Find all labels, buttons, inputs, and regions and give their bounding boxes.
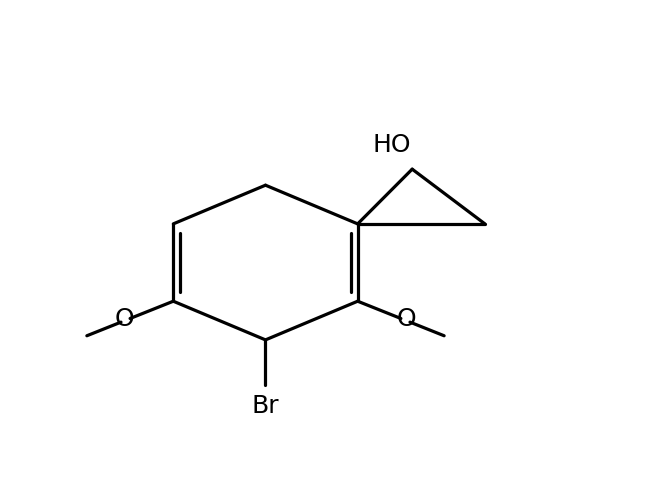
Text: HO: HO: [372, 133, 411, 157]
Text: O: O: [397, 307, 417, 331]
Text: Br: Br: [252, 394, 279, 418]
Text: O: O: [115, 307, 134, 331]
